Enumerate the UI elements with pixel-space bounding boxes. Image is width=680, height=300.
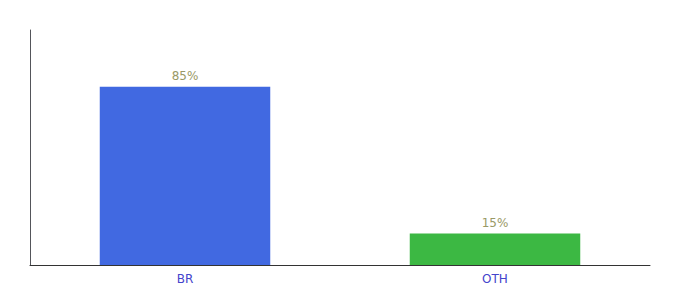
svg-text:85%: 85% <box>172 69 199 83</box>
svg-text:BR: BR <box>177 272 194 286</box>
svg-text:15%: 15% <box>482 216 509 230</box>
svg-text:OTH: OTH <box>482 272 508 286</box>
